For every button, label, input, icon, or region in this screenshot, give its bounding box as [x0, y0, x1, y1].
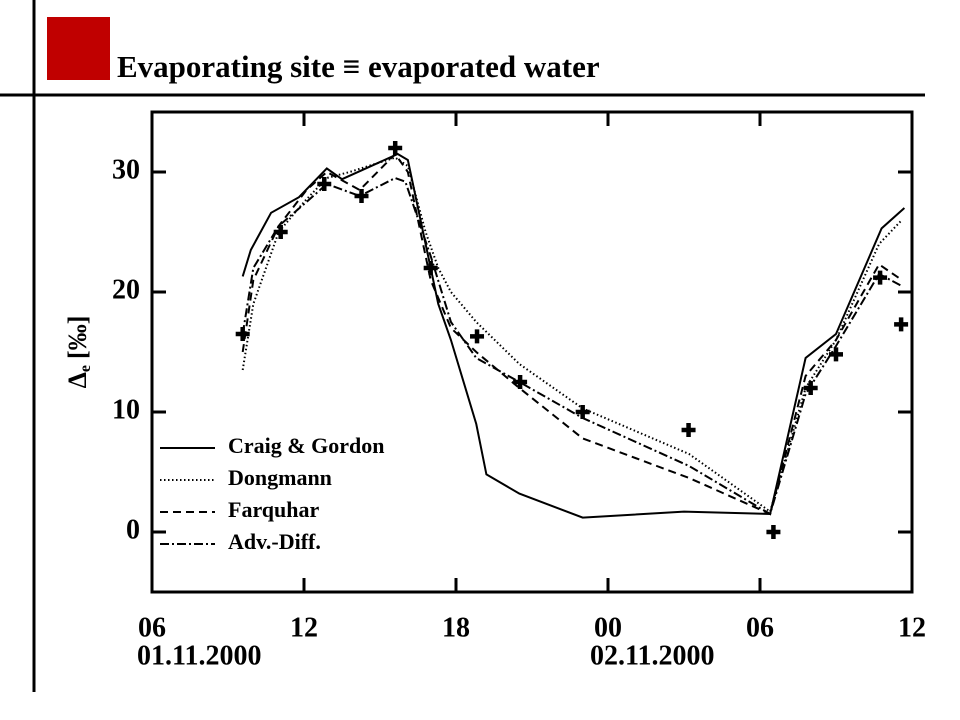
x-tick-label: 06	[138, 612, 166, 643]
x-tick-label: 06	[746, 612, 774, 643]
observation-point	[513, 375, 528, 389]
plot-frame	[150, 110, 914, 594]
legend-label: Adv.-Diff.	[228, 529, 321, 554]
title-square	[47, 17, 110, 80]
y-axis-label: Δe [‰]	[63, 316, 94, 389]
observation-point	[766, 525, 781, 539]
observation-point	[235, 327, 250, 341]
observation-point	[273, 225, 288, 239]
x-tick-label: 00	[594, 612, 622, 643]
y-label-symbol: Δ	[63, 372, 92, 388]
x-tick-label: 12	[290, 612, 318, 643]
observation-point	[829, 347, 843, 362]
y-tick-label: 0	[126, 514, 140, 545]
observation-point	[423, 261, 438, 275]
series-line	[241, 176, 903, 516]
date-label: 01.11.2000	[137, 640, 261, 671]
y-tick-label: 20	[112, 274, 140, 305]
y-tick-label: 30	[112, 154, 140, 185]
observation-point	[388, 141, 403, 155]
observation-point	[894, 317, 909, 332]
y-label-subscript: e	[77, 365, 94, 372]
legend-label: Dongmann	[228, 465, 332, 490]
observation-point	[873, 270, 888, 285]
legend-label: Craig & Gordon	[228, 433, 384, 458]
y-label-unit: [‰]	[63, 316, 92, 359]
x-tick-label: 18	[442, 612, 470, 643]
observation-point	[681, 423, 696, 437]
observation-point	[317, 177, 332, 191]
observation-point	[575, 405, 590, 419]
series-line	[241, 152, 906, 519]
observation-point	[803, 381, 818, 395]
series-line	[241, 156, 903, 514]
observation-point	[470, 329, 485, 344]
slide-title: Evaporating site ≡ evaporated water	[117, 49, 600, 84]
date-label: 02.11.2000	[590, 640, 714, 671]
y-tick-label: 10	[112, 394, 140, 425]
legend-label: Farquhar	[228, 497, 320, 522]
series-line	[241, 152, 903, 516]
x-tick-label: 12	[898, 612, 926, 643]
observation-point	[354, 189, 369, 203]
